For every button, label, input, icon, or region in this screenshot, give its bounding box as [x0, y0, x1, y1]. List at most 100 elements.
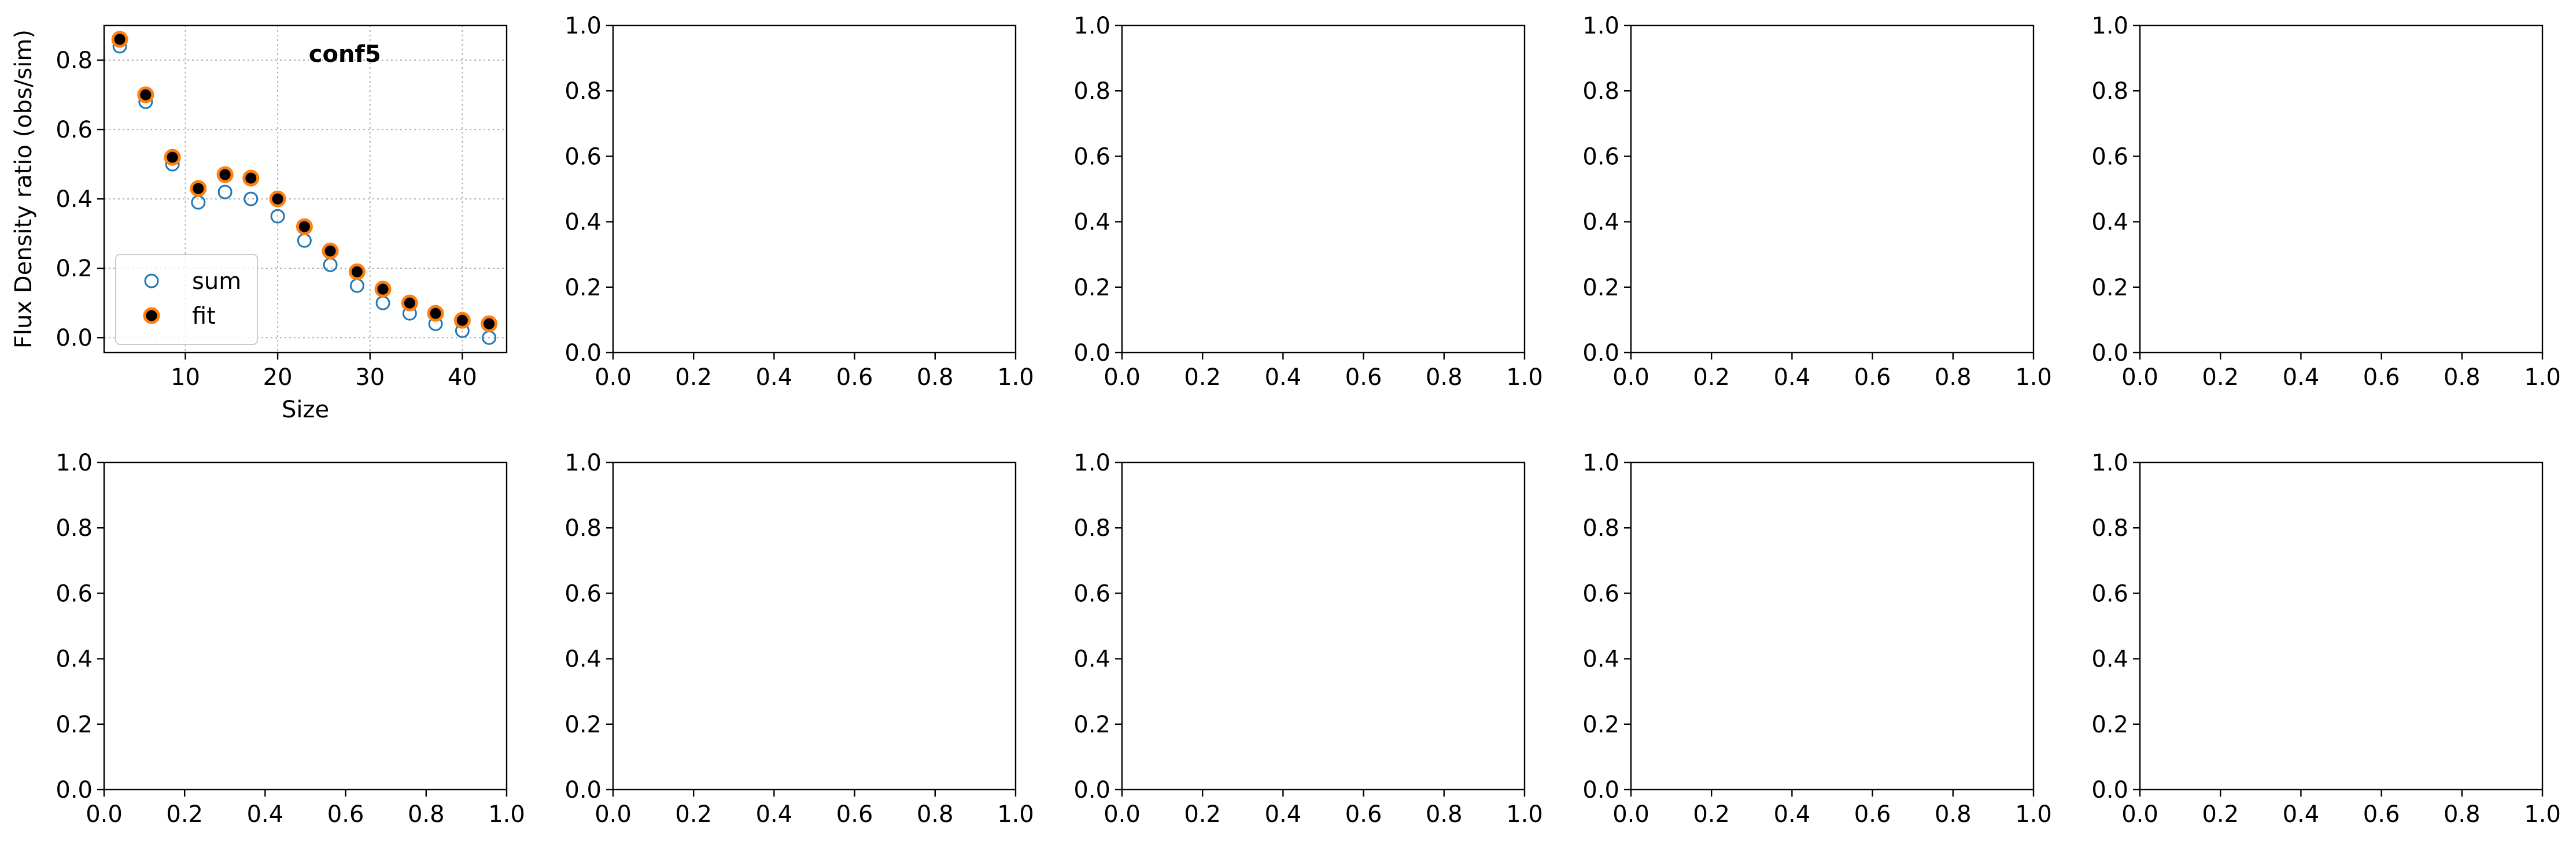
x-tick-label: 0.4: [2283, 801, 2320, 828]
y-tick-label: 0.2: [2091, 275, 2128, 301]
y-tick-label: 0.6: [56, 117, 93, 143]
data-point-sum: [349, 278, 364, 293]
x-tick-label: 0.4: [1774, 364, 1811, 391]
series-fit: [111, 31, 498, 332]
x-tick-label: 1.0: [997, 801, 1034, 828]
y-tick-label: 0.0: [2091, 340, 2128, 366]
data-point-fit: [137, 86, 154, 103]
data-point-fit: [427, 305, 444, 322]
x-tick-label: 10: [171, 364, 200, 391]
y-tick-label: 0.0: [564, 340, 601, 366]
y-tick-label: 0.4: [1582, 209, 1619, 236]
y-tick-label: 1.0: [564, 13, 601, 39]
y-tick-label: 0.0: [564, 777, 601, 803]
axes-frame: [2139, 461, 2544, 791]
y-tick-label: 0.2: [564, 275, 601, 301]
data-point-fit: [374, 280, 392, 298]
x-tick-label: 1.0: [2015, 801, 2052, 828]
x-axis-label: Size: [282, 397, 329, 423]
y-tick-label: 1.0: [1073, 450, 1110, 476]
y-tick-label: 1.0: [1073, 13, 1110, 39]
axes-frame: [612, 461, 1017, 791]
data-point-fit: [296, 218, 313, 235]
y-tick-label: 1.0: [1582, 450, 1619, 476]
y-tick-label: 0.0: [2091, 777, 2128, 803]
x-tick-label: 0.0: [595, 364, 632, 391]
x-tick-label: 0.8: [917, 364, 954, 391]
y-tick-label: 0.8: [564, 78, 601, 105]
y-tick-label: 0.8: [2091, 78, 2128, 105]
y-tick-label: 0.4: [2091, 646, 2128, 673]
x-tick-label: 1.0: [997, 364, 1034, 391]
data-point-sum: [323, 257, 338, 272]
legend-label-sum: sum: [192, 268, 241, 295]
x-tick-label: 0.4: [1774, 801, 1811, 828]
x-tick-label: 0.8: [408, 801, 445, 828]
subplot-3: 0.0 0.2 0.4 0.6 0.8 1.0 0.0 0.2 0.4 0.6 0.8 1.0: [1073, 13, 1542, 391]
y-tick-label: 0.8: [564, 515, 601, 542]
axes-frame: [2139, 24, 2544, 354]
x-tick-label: 0.0: [1612, 364, 1649, 391]
legend: sum fit: [115, 254, 258, 345]
subplot-6: 0.0 0.2 0.4 0.6 0.8 1.0 0.0 0.2 0.4 0.6 0.8 1.0: [56, 450, 525, 828]
y-tick-label: 0.4: [1073, 209, 1110, 236]
data-point-sum: [191, 195, 206, 210]
y-tick-label: 0.0: [1582, 340, 1619, 366]
x-tick-label: 0.0: [2121, 364, 2158, 391]
y-tick-label: 0.0: [56, 325, 93, 351]
y-tick-label: 0.6: [1073, 143, 1110, 170]
x-tick-label: 0.4: [1265, 801, 1302, 828]
x-tick-label: 0.6: [2363, 801, 2400, 828]
data-point-fit: [164, 149, 181, 166]
data-point-fit: [269, 190, 286, 208]
y-tick-label: 0.4: [564, 646, 601, 673]
y-tick-label: 0.8: [1582, 78, 1619, 105]
y-tick-label: 1.0: [1582, 13, 1619, 39]
y-tick-label: 0.0: [1073, 777, 1110, 803]
x-tick-label: 0.2: [166, 801, 203, 828]
x-tick-label: 0.8: [1426, 801, 1463, 828]
y-tick-label: 1.0: [564, 450, 601, 476]
y-tick-label: 0.8: [1073, 78, 1110, 105]
y-tick-label: 0.8: [1582, 515, 1619, 542]
x-tick-label: 0.2: [675, 801, 712, 828]
x-tick-label: 0.2: [1184, 364, 1221, 391]
x-tick-label: 0.2: [1693, 801, 1730, 828]
y-tick-label: 0.2: [56, 712, 93, 738]
y-tick-label: 0.2: [564, 712, 601, 738]
data-point-fit: [216, 166, 234, 183]
y-tick-label: 1.0: [56, 450, 93, 476]
axes-frame: [1121, 24, 1526, 354]
y-tick-label: 0.2: [1582, 712, 1619, 738]
data-point-fit: [481, 315, 498, 332]
subplot-1: 10 20 30 40 0.0 0.2 0.4 0.6 0.8 conf5 sum fit Size Fl…: [10, 24, 508, 423]
y-tick-label: 0.4: [1073, 646, 1110, 673]
y-tick-label: 0.8: [1073, 515, 1110, 542]
x-tick-label: 0.2: [2202, 364, 2239, 391]
x-tick-label: 0.2: [675, 364, 712, 391]
x-tick-label: 0.0: [595, 801, 632, 828]
data-point-sum: [217, 184, 232, 199]
y-tick-label: 0.6: [564, 580, 601, 607]
y-tick-label: 0.8: [56, 515, 93, 542]
x-tick-label: 0.8: [2444, 801, 2481, 828]
subplot-10: 0.0 0.2 0.4 0.6 0.8 1.0 0.0 0.2 0.4 0.6 0.8 1.0: [2091, 450, 2560, 828]
x-tick-label: 1.0: [2524, 801, 2561, 828]
data-point-fit: [242, 169, 260, 187]
subplot-5: 0.0 0.2 0.4 0.6 0.8 1.0 0.0 0.2 0.4 0.6 0.8 1.0: [2091, 13, 2560, 391]
legend-label-fit: fit: [192, 303, 216, 329]
x-tick-label: 30: [355, 364, 385, 391]
axes-frame: [1630, 24, 2035, 354]
x-tick-label: 0.6: [2363, 364, 2400, 391]
y-tick-label: 0.4: [56, 646, 93, 673]
data-point-fit: [401, 294, 418, 312]
y-tick-label: 0.6: [2091, 580, 2128, 607]
y-axis-label: Flux Density ratio (obs/sim): [10, 29, 37, 349]
data-point-fit: [322, 242, 339, 260]
y-tick-label: 0.6: [2091, 143, 2128, 170]
x-tick-label: 0.8: [917, 801, 954, 828]
x-tick-label: 0.4: [2283, 364, 2320, 391]
x-tick-label: 0.6: [1854, 801, 1891, 828]
y-tick-label: 0.4: [56, 186, 93, 213]
